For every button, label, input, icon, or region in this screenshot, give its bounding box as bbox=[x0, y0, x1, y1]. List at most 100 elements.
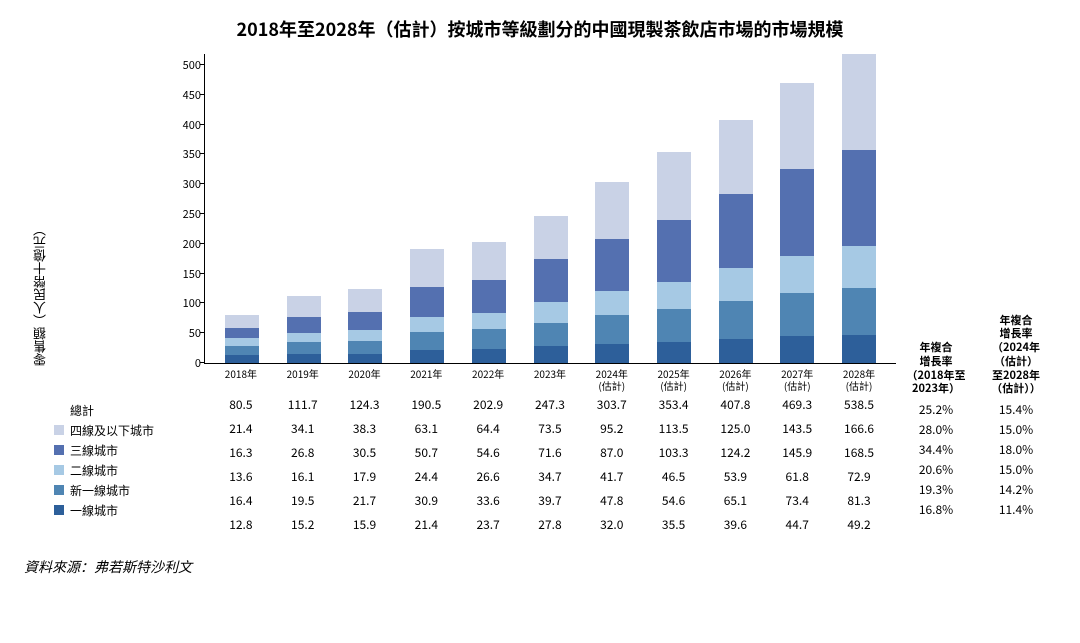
bar-segment-tier1 bbox=[719, 339, 753, 363]
table-cell: 30.9 bbox=[395, 491, 457, 511]
x-tick-label: 2018年 bbox=[210, 368, 272, 391]
y-tick-mark bbox=[200, 213, 205, 214]
y-tick-mark bbox=[200, 273, 205, 274]
cagr-cell-tier1: 16.8% bbox=[896, 500, 976, 520]
bar-segment-tier4 bbox=[348, 289, 382, 312]
bar-segment-tier1 bbox=[595, 344, 629, 363]
x-tick-label: 2022年 bbox=[457, 368, 519, 391]
bar-segment-tier1 bbox=[657, 342, 691, 363]
bar-segment-newtier1 bbox=[225, 346, 259, 356]
bar-segment-tier3 bbox=[472, 280, 506, 313]
bar-segment-tier3 bbox=[225, 328, 259, 338]
table-cell: 168.5 bbox=[828, 443, 890, 463]
table-cell: 39.6 bbox=[705, 515, 767, 535]
table-cell: 15.2 bbox=[272, 515, 334, 535]
table-cell: 54.6 bbox=[643, 491, 705, 511]
bar-segment-tier3 bbox=[657, 220, 691, 282]
bar-segment-tier2 bbox=[780, 256, 814, 293]
cagr-column-1: 年複合增長率（2018年至2023年）25.2%28.0%34.4%20.6%1… bbox=[896, 54, 976, 520]
table-cell: 64.4 bbox=[457, 419, 519, 439]
cagr-cell-tier2: 20.6% bbox=[896, 460, 976, 480]
table-cell: 61.8 bbox=[766, 467, 828, 487]
x-tick-label: 2021年 bbox=[395, 368, 457, 391]
table-row-total: 80.5111.7124.3190.5202.9247.3303.7353.44… bbox=[204, 395, 896, 415]
bar-segment-tier4 bbox=[657, 152, 691, 220]
bar-segment-tier2 bbox=[472, 313, 506, 329]
table-cell: 21.7 bbox=[334, 491, 396, 511]
bar-segment-newtier1 bbox=[719, 301, 753, 340]
legend-label: 一線城市 bbox=[70, 502, 118, 519]
table-cell: 34.1 bbox=[272, 419, 334, 439]
bar-segment-tier4 bbox=[534, 216, 568, 260]
bar-segment-tier3 bbox=[595, 239, 629, 291]
table-cell: 143.5 bbox=[766, 419, 828, 439]
bar-segment-tier4 bbox=[225, 315, 259, 328]
table-cell: 44.7 bbox=[766, 515, 828, 535]
table-cell: 16.4 bbox=[210, 491, 272, 511]
bar-segment-newtier1 bbox=[657, 309, 691, 342]
table-cell: 202.9 bbox=[457, 395, 519, 415]
legend-item-tier1: 一線城市 bbox=[54, 500, 204, 520]
table-cell: 26.6 bbox=[457, 467, 519, 487]
legend-item-tier2: 二線城市 bbox=[54, 460, 204, 480]
y-tick-mark bbox=[200, 124, 205, 125]
legend-label: 總計 bbox=[70, 402, 94, 419]
cagr-column-2: 年複合增長率（2024年（估計）至2028年（估計））15.4%15.0%18.… bbox=[976, 54, 1056, 520]
bar-segment-tier2 bbox=[595, 291, 629, 316]
y-tick-mark bbox=[200, 362, 205, 363]
table-cell: 46.5 bbox=[643, 467, 705, 487]
y-tick-label: 250 bbox=[167, 206, 201, 222]
bar-segment-tier1 bbox=[287, 354, 321, 363]
bar-segment-tier1 bbox=[534, 346, 568, 363]
bar-segment-tier4 bbox=[595, 182, 629, 239]
x-tick-label: 2025年(估計) bbox=[643, 368, 705, 391]
bar-segment-tier2 bbox=[225, 338, 259, 346]
table-cell: 353.4 bbox=[643, 395, 705, 415]
plot-area: 050100150200250300350400450500 bbox=[204, 54, 896, 364]
legend-label: 四線及以下城市 bbox=[70, 422, 154, 439]
bar-column bbox=[520, 54, 582, 363]
bar-segment-tier3 bbox=[534, 259, 568, 302]
x-tick-label: 2023年 bbox=[519, 368, 581, 391]
bar-segment-tier1 bbox=[225, 355, 259, 363]
y-tick-mark bbox=[200, 183, 205, 184]
legend-item-tier4: 四線及以下城市 bbox=[54, 420, 204, 440]
table-cell: 111.7 bbox=[272, 395, 334, 415]
table-row-tier2: 13.616.117.924.426.634.741.746.553.961.8… bbox=[204, 467, 896, 487]
table-cell: 54.6 bbox=[457, 443, 519, 463]
cagr-cell-newtier1: 14.2% bbox=[976, 480, 1056, 500]
cagr-header: 年複合增長率（2018年至2023年） bbox=[896, 54, 976, 400]
x-tick-label: 2019年 bbox=[272, 368, 334, 391]
y-tick-label: 450 bbox=[167, 87, 201, 103]
y-tick-mark bbox=[200, 64, 205, 65]
bar-segment-tier1 bbox=[348, 354, 382, 363]
y-tick-mark bbox=[200, 332, 205, 333]
table-cell: 95.2 bbox=[581, 419, 643, 439]
bar-segment-newtier1 bbox=[472, 329, 506, 349]
bar-segment-newtier1 bbox=[595, 315, 629, 343]
table-cell: 16.3 bbox=[210, 443, 272, 463]
y-tick-label: 50 bbox=[167, 325, 201, 341]
y-tick-mark bbox=[200, 94, 205, 95]
table-cell: 19.5 bbox=[272, 491, 334, 511]
bar-segment-tier4 bbox=[780, 83, 814, 169]
legend-swatch bbox=[54, 465, 64, 475]
x-tick-label: 2027年(估計) bbox=[766, 368, 828, 391]
table-cell: 21.4 bbox=[210, 419, 272, 439]
table-cell: 73.5 bbox=[519, 419, 581, 439]
x-tick-label: 2028年(估計) bbox=[828, 368, 890, 391]
legend-item-tier3: 三線城市 bbox=[54, 440, 204, 460]
bar-column bbox=[458, 54, 520, 363]
table-cell: 17.9 bbox=[334, 467, 396, 487]
bar-segment-tier1 bbox=[410, 350, 444, 363]
bar-segment-tier4 bbox=[472, 242, 506, 280]
table-cell: 50.7 bbox=[395, 443, 457, 463]
table-cell: 87.0 bbox=[581, 443, 643, 463]
table-cell: 125.0 bbox=[705, 419, 767, 439]
cagr-header: 年複合增長率（2024年（估計）至2028年（估計）） bbox=[976, 54, 1056, 400]
bar-segment-tier2 bbox=[410, 317, 444, 332]
legend-label: 三線城市 bbox=[70, 442, 118, 459]
y-tick-mark bbox=[200, 243, 205, 244]
data-table: 80.5111.7124.3190.5202.9247.3303.7353.44… bbox=[204, 395, 896, 535]
table-cell: 113.5 bbox=[643, 419, 705, 439]
